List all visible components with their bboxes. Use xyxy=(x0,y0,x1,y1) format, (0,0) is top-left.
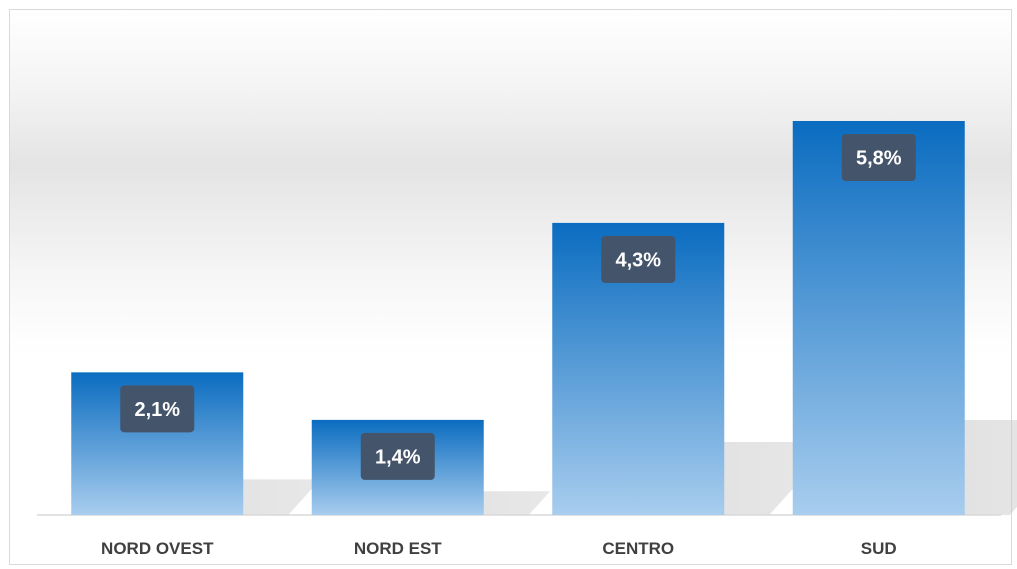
data-labels: 2,1% 1,4% 4,3% 5,8% xyxy=(120,134,916,480)
data-label-box-nord-ovest xyxy=(120,385,195,433)
data-label-box-sud xyxy=(841,134,916,181)
data-label-nord-ovest: 2,1% xyxy=(134,399,180,421)
bar-sud xyxy=(792,121,965,515)
category-labels: NORD OVEST NORD EST CENTRO SUD xyxy=(101,539,897,558)
data-label-box-centro xyxy=(601,235,676,283)
data-label-centro: 4,3% xyxy=(615,249,661,271)
category-label-nord-ovest: NORD OVEST xyxy=(101,539,214,558)
category-label-nord-est: NORD EST xyxy=(354,539,442,558)
data-label-box-nord-est xyxy=(360,432,435,480)
data-label-sud: 5,8% xyxy=(856,148,902,170)
bars xyxy=(71,121,965,515)
data-label-nord-est: 1,4% xyxy=(375,446,421,468)
category-label-centro: CENTRO xyxy=(602,539,674,558)
category-label-sud: SUD xyxy=(861,539,897,558)
